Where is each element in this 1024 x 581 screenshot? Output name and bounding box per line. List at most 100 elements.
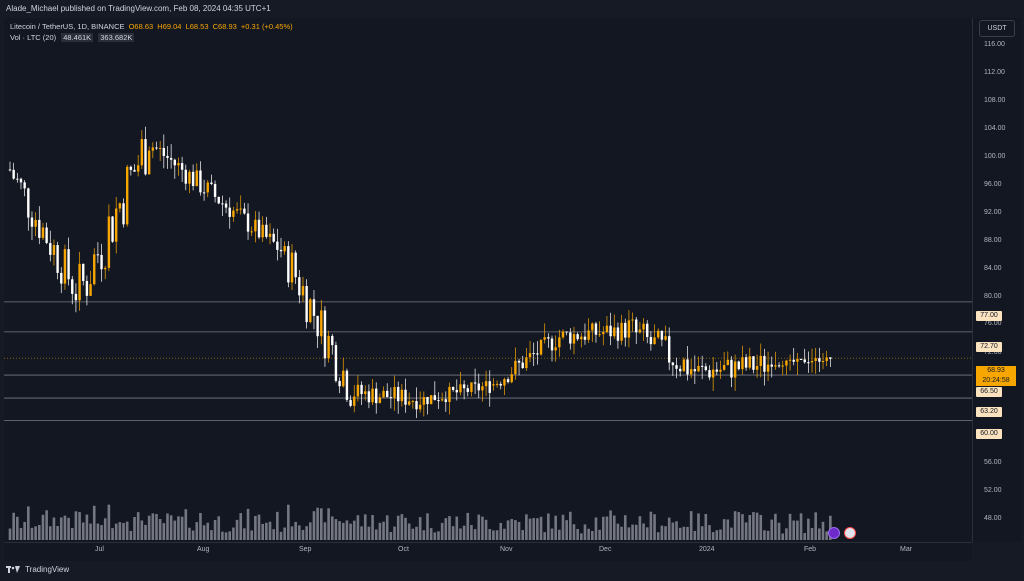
volume-bar [792,520,796,540]
volume-bar [360,526,363,540]
candle-body [411,401,415,403]
candle-body [473,382,477,384]
volume-bar [561,514,565,540]
volume-bar [48,526,52,540]
bar-countdown: 20:24:58 [982,377,1010,384]
volume-bar [374,529,378,540]
time-axis[interactable] [4,542,972,561]
volume-bar [488,528,492,540]
candle-body [396,386,400,402]
volume-bar [733,511,737,540]
candle-body [85,280,89,296]
candle-body [697,365,700,372]
volume-bar [243,528,246,540]
volume-bar [188,527,191,540]
volume-bar [722,519,726,540]
volume-bar [114,523,118,540]
candle-body [532,353,535,355]
candle-body [785,360,788,366]
currency-button[interactable]: USDT [979,20,1015,37]
volume-bar [56,526,59,540]
volume-bar [338,521,341,540]
volume-bar [100,525,103,540]
candle-body [327,335,330,359]
volume-bar [814,512,817,540]
candle-body [448,386,451,403]
volume-bar [301,529,305,540]
time-tick: Dec [599,546,612,553]
volume-bar [276,511,279,540]
volume-bar [818,528,821,540]
candle-body [213,183,217,197]
volume-bar [184,509,188,540]
footer-brand[interactable]: TradingView [6,565,69,574]
candle-body [492,384,495,386]
volume-bar [554,515,557,540]
us-flag-icon[interactable] [844,527,856,539]
volume-bar [221,531,224,540]
volume-bar [371,515,374,540]
volume-bar [429,528,433,540]
candle-body [646,323,649,337]
volume-bar [451,526,455,540]
candle-body [246,213,250,232]
volume-bar [352,520,356,540]
volume-bar [667,517,671,540]
volume-bar [349,523,352,540]
candle-body [821,361,825,363]
candle-body [257,219,261,238]
volume-bar [283,527,286,540]
volume-bar [587,528,590,540]
volume-bar [620,526,623,540]
candle-body [367,391,371,403]
candle-body [440,399,444,401]
volume-bar [261,523,264,540]
candle-body [34,219,37,227]
candle-body [675,365,678,369]
chart-pane[interactable] [4,18,972,542]
price-tick: 92.00 [984,209,1002,216]
candle-body [378,397,382,404]
volume-bar [656,532,660,540]
candle-body [202,192,206,194]
price-tick: 56.00 [984,459,1002,466]
candle-body [38,219,41,238]
candle-body [224,203,228,208]
volume-bar [744,522,748,540]
price-tick: 48.00 [984,515,1002,522]
candle-body [565,331,568,333]
candle-body [305,286,308,323]
event-flash-icon[interactable] [828,527,840,539]
volume-bar [290,526,294,540]
candle-body [221,203,224,205]
candle-body [393,386,396,398]
price-tick: 108.00 [984,97,1006,104]
volume-bar [741,514,744,540]
ohlc-high: H69.04 [157,22,182,31]
candle-body [323,310,327,359]
volume-bar [140,520,144,540]
volume-bar [517,521,521,540]
price-tick: 88.00 [984,237,1002,244]
candle-body [466,388,469,392]
candlestick-chart[interactable] [4,18,972,542]
price-axis[interactable] [972,18,1021,542]
volume-bar [232,527,235,540]
volume-bar [470,525,473,540]
volume-bar [528,518,532,540]
volume-bar [27,506,30,540]
volume-bar [327,508,330,540]
volume-bar [601,516,605,540]
candle-body [587,330,590,340]
candle-body [525,357,528,369]
candle-body [613,327,616,337]
candle-body [147,150,151,175]
candle-body [265,224,268,237]
volume-bar [246,508,250,540]
candle-body [788,359,792,361]
candle-body [294,252,297,278]
candle-body [136,165,140,172]
candle-body [268,233,272,237]
volume-bar [763,530,766,540]
candle-body [572,334,576,344]
